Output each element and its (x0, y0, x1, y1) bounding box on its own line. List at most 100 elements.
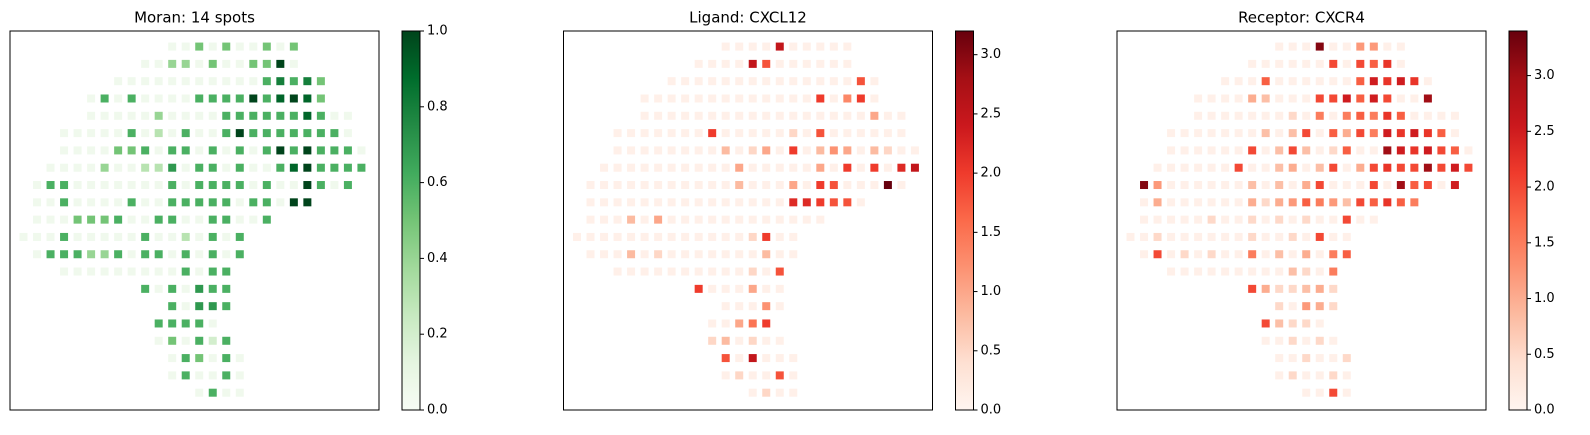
spot (33, 232, 42, 241)
spot (289, 146, 298, 155)
spot (100, 267, 109, 276)
spot (735, 267, 744, 276)
spot (141, 250, 150, 259)
spot (1315, 215, 1324, 224)
spot (748, 354, 757, 363)
spot (667, 267, 676, 276)
spot (708, 163, 717, 172)
spot (208, 354, 217, 363)
spot (262, 146, 271, 155)
spot (60, 163, 69, 172)
spot (1275, 215, 1284, 224)
spot (1248, 215, 1257, 224)
spot (775, 181, 784, 190)
spot (87, 215, 96, 224)
spot (1396, 198, 1405, 207)
spot (208, 302, 217, 311)
spot (1248, 111, 1257, 120)
spot (181, 284, 190, 293)
spot (1396, 94, 1405, 103)
spot (1423, 111, 1432, 120)
spot (1369, 215, 1378, 224)
spot (1369, 111, 1378, 120)
spot (1153, 250, 1162, 259)
spot (789, 129, 798, 138)
spot (627, 146, 636, 155)
spot (87, 181, 96, 190)
spot (586, 232, 595, 241)
spot (748, 232, 757, 241)
spot (789, 354, 798, 363)
spot (73, 146, 82, 155)
spot (735, 232, 744, 241)
spot (667, 77, 676, 86)
spot (1423, 181, 1432, 190)
spot (1288, 267, 1297, 276)
spot (87, 163, 96, 172)
spot (1396, 163, 1405, 172)
spot (1261, 146, 1270, 155)
spot (100, 232, 109, 241)
spot (168, 302, 177, 311)
spot (1248, 250, 1257, 259)
spot (1261, 336, 1270, 345)
spot (1261, 163, 1270, 172)
spot (1450, 111, 1459, 120)
spot (1275, 42, 1284, 51)
spot (613, 215, 622, 224)
spot (681, 181, 690, 190)
spot (208, 250, 217, 259)
spot (667, 232, 676, 241)
spot (856, 129, 865, 138)
spot (1329, 129, 1338, 138)
spot (1329, 267, 1338, 276)
spot (195, 181, 204, 190)
spot (1437, 111, 1446, 120)
spot (883, 181, 892, 190)
spot (1315, 250, 1324, 259)
spot (748, 111, 757, 120)
spot (681, 94, 690, 103)
spot (1153, 198, 1162, 207)
spot (829, 59, 838, 68)
spot (775, 59, 784, 68)
spot (1126, 232, 1135, 241)
spot (181, 232, 190, 241)
spot (249, 198, 258, 207)
spot (870, 94, 879, 103)
spot (640, 198, 649, 207)
spot (1275, 111, 1284, 120)
spot (1288, 336, 1297, 345)
spot (1302, 163, 1311, 172)
spot (249, 94, 258, 103)
spot (667, 163, 676, 172)
spot (114, 129, 123, 138)
spot (870, 181, 879, 190)
spot (208, 77, 217, 86)
spot (343, 129, 352, 138)
spot (330, 181, 339, 190)
spot (114, 111, 123, 120)
spot (235, 388, 244, 397)
spot (1167, 215, 1176, 224)
spot (856, 111, 865, 120)
spot (789, 163, 798, 172)
spot (154, 198, 163, 207)
spot (1194, 146, 1203, 155)
spot (1315, 388, 1324, 397)
spot (1153, 232, 1162, 241)
spot (357, 146, 366, 155)
spot (73, 232, 82, 241)
spot (1342, 250, 1351, 259)
spot (1207, 232, 1216, 241)
spot (1261, 284, 1270, 293)
spot (1315, 284, 1324, 293)
spot (613, 267, 622, 276)
spot (694, 215, 703, 224)
spot (1302, 77, 1311, 86)
spot (735, 111, 744, 120)
spot (316, 163, 325, 172)
spot (1342, 42, 1351, 51)
spot (208, 336, 217, 345)
spot (654, 146, 663, 155)
